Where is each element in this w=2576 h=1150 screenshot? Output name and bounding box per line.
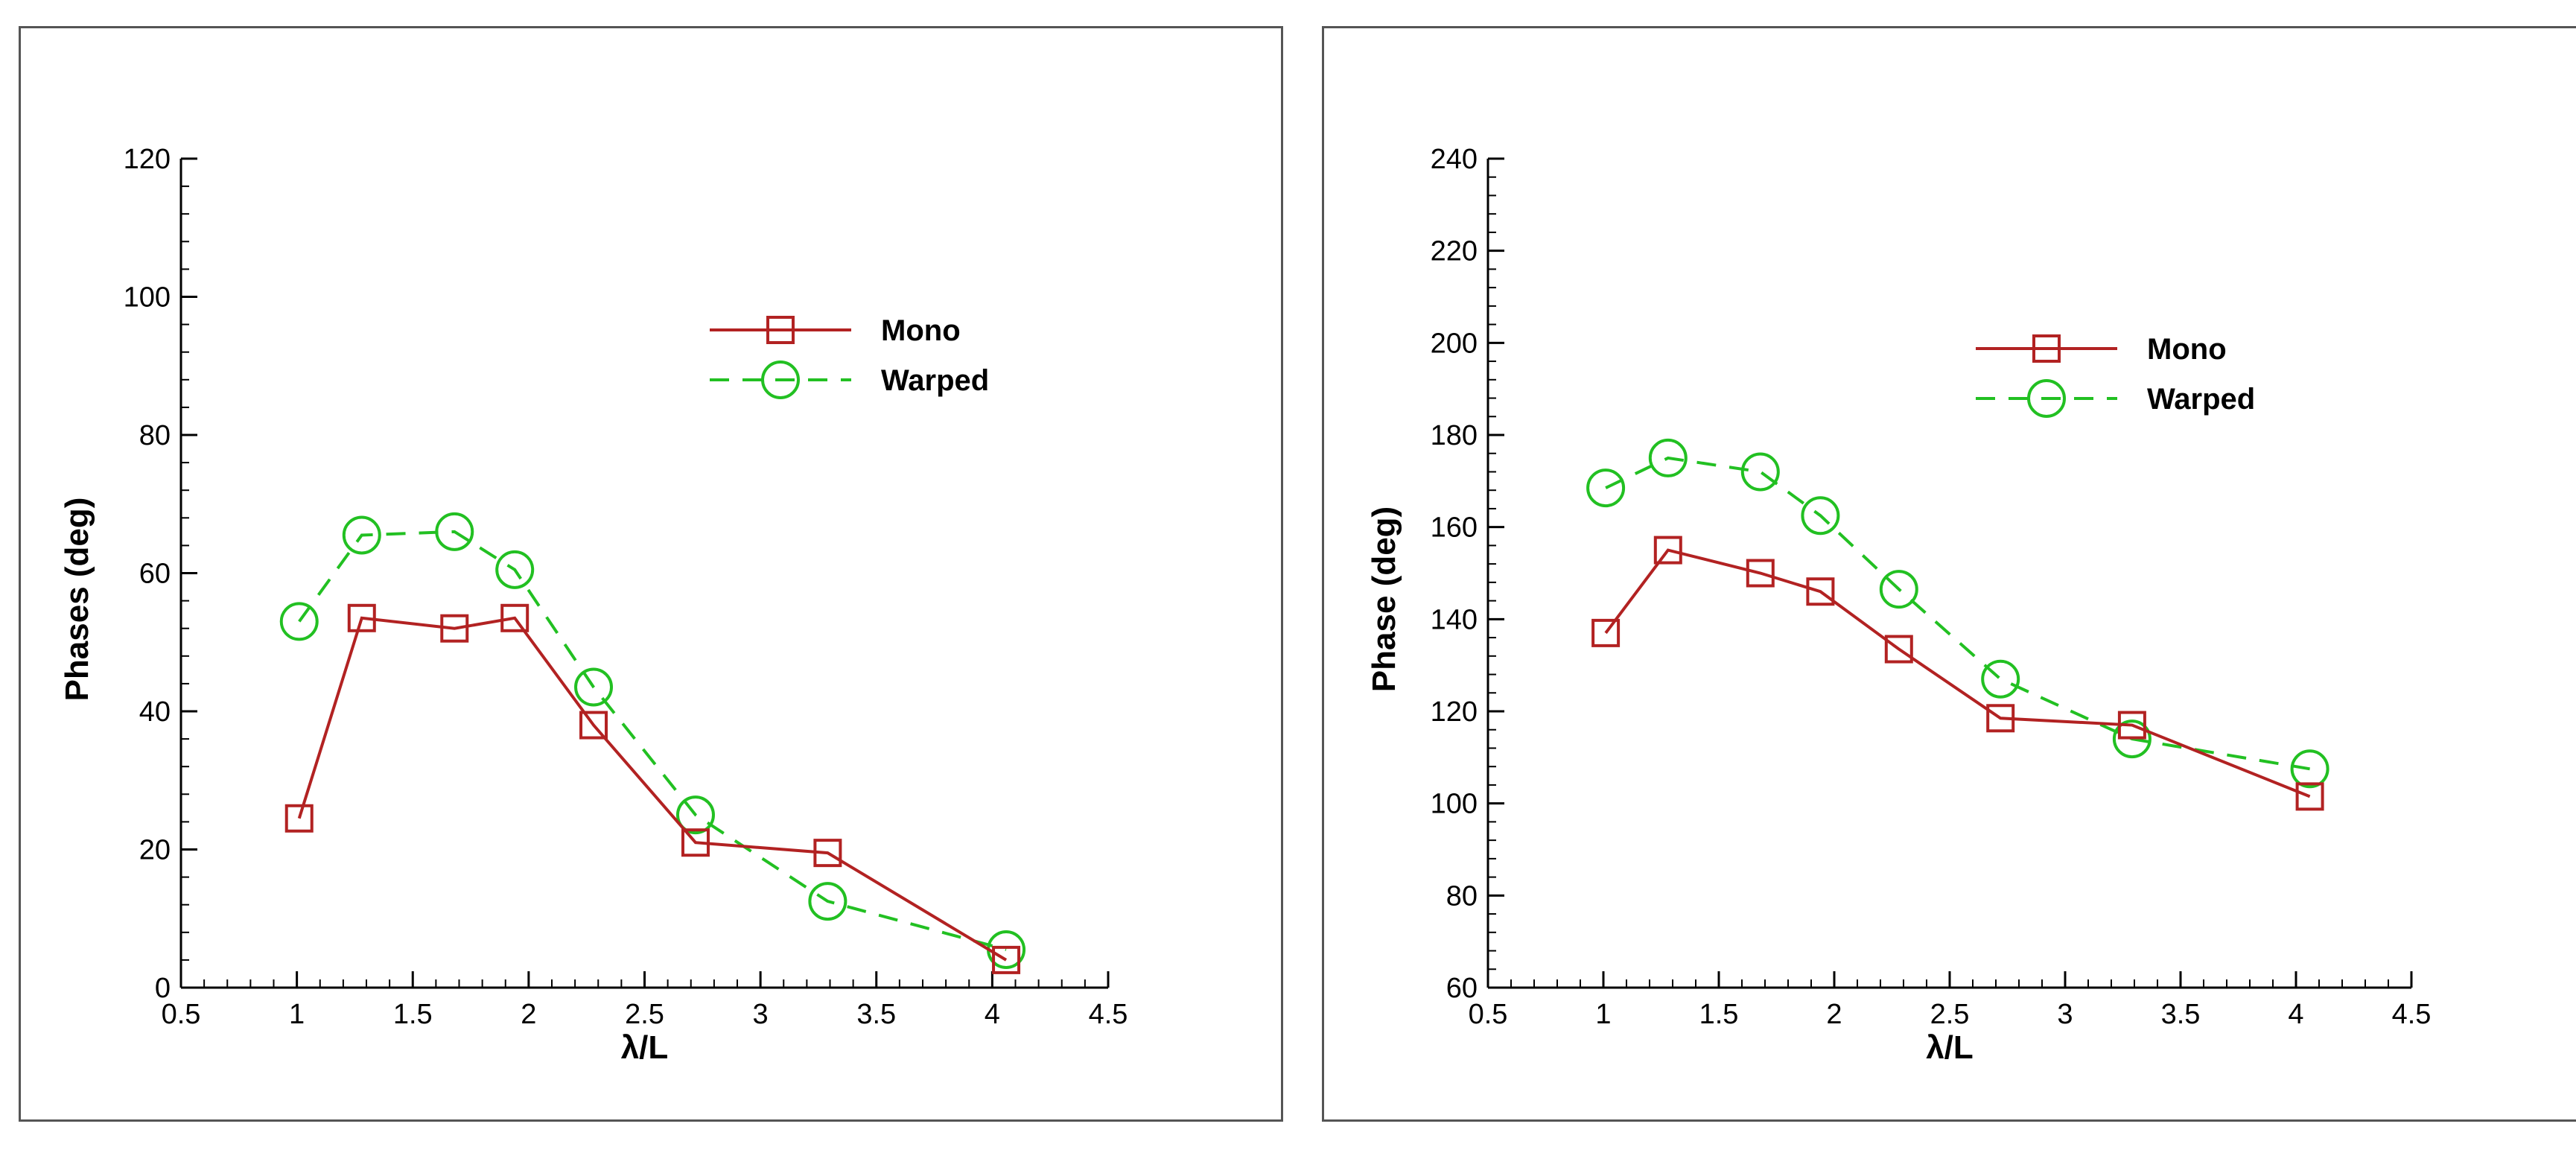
y-tick-label: 240	[1431, 144, 1478, 175]
y-axis-title: Phase (deg)	[1366, 506, 1402, 692]
y-tick-label: 40	[139, 696, 171, 728]
x-tick-label: 3	[753, 999, 769, 1030]
x-tick-label: 3.5	[2161, 999, 2201, 1030]
x-tick-label: 2	[521, 999, 536, 1030]
phase-chart: 0.5 1 1.5 2 2.5 3 3.5 4 4.5 60 80 100 120 140 160 180 20…	[1366, 144, 2432, 1066]
x-tick-label: 1.5	[393, 999, 433, 1030]
chart-panel-phases: 0.5 1 1.5 2 2.5 3 3.5 4 4.5 0 20 40 60 80 100 120 λ/L Pha…	[19, 26, 1283, 1122]
x-tick-label: 2.5	[1930, 999, 1970, 1030]
phases-chart: 0.5 1 1.5 2 2.5 3 3.5 4 4.5 0 20 40 60 80 100 120 λ/L Pha…	[59, 144, 1128, 1066]
warped-point	[1586, 468, 1626, 508]
mono-point	[347, 603, 376, 632]
y-tick-label: 120	[124, 144, 171, 175]
warped-point	[2112, 719, 2152, 759]
x-tick-label: 1	[289, 999, 305, 1030]
legend: Mono Warped	[710, 314, 989, 399]
y-tick-label: 100	[124, 282, 171, 314]
y-tick-label: 180	[1431, 420, 1478, 451]
x-tick-label: 0.5	[1469, 999, 1508, 1030]
warped-point	[279, 602, 319, 641]
series-mono	[284, 603, 1021, 974]
warped-point	[342, 515, 381, 555]
y-tick-label: 60	[1446, 973, 1478, 1004]
x-tick-label: 2	[1826, 999, 1842, 1030]
y-tick-label: 160	[1431, 512, 1478, 544]
series-warped	[279, 512, 1026, 969]
warped-line	[1605, 456, 2310, 771]
warped-point	[675, 795, 715, 835]
warped-point	[1740, 452, 1780, 492]
x-tick-label: 4.5	[2392, 999, 2432, 1030]
mono-point	[500, 603, 529, 632]
series-warped	[1586, 438, 2329, 789]
mono-line	[1604, 548, 2311, 798]
legend-label-warped: Warped	[2147, 383, 2255, 416]
y-tick-label: 140	[1431, 604, 1478, 635]
chart-panel-phase: 0.5 1 1.5 2 2.5 3 3.5 4 4.5 60 80 100 120 140 160 180 20…	[1322, 26, 2576, 1122]
warped-point	[1801, 496, 1840, 536]
mono-point	[2117, 711, 2146, 740]
mono-point	[1746, 559, 1775, 588]
warped-point	[495, 550, 535, 589]
y-tick-label: 120	[1431, 696, 1478, 728]
warped-point	[1879, 570, 1918, 609]
mono-point	[1884, 635, 1913, 664]
mono-point	[440, 614, 469, 643]
warped-point	[435, 512, 474, 551]
mono-point	[681, 828, 710, 857]
mono-point	[1653, 536, 1682, 565]
y-axis-title: Phases (deg)	[59, 498, 95, 702]
mono-point	[2295, 782, 2324, 811]
legend-marker-warped	[2027, 379, 2066, 418]
legend: Mono Warped	[1976, 333, 2255, 418]
x-tick-label: 4.5	[1089, 999, 1128, 1030]
legend-label-warped: Warped	[881, 364, 989, 397]
warped-line	[298, 530, 1007, 951]
mono-line	[297, 616, 1008, 962]
y-tick-label: 80	[1446, 880, 1478, 912]
y-tick-label: 200	[1431, 328, 1478, 359]
warped-point	[808, 882, 847, 921]
y-tick-label: 100	[1431, 789, 1478, 820]
y-tick-label: 80	[139, 420, 171, 451]
x-axis-title: λ/L	[621, 1029, 669, 1066]
x-tick-label: 3.5	[856, 999, 896, 1030]
x-tick-label: 1	[1595, 999, 1611, 1030]
warped-point	[574, 667, 614, 707]
x-tick-label: 4	[985, 999, 1000, 1030]
mono-point	[1806, 577, 1835, 606]
mono-point	[1591, 618, 1621, 647]
x-tick-label: 4	[2288, 999, 2303, 1030]
legend-marker-mono	[2032, 334, 2061, 363]
y-tick-label: 0	[155, 973, 171, 1004]
y-tick-label: 20	[139, 835, 171, 866]
mono-point	[579, 711, 608, 740]
warped-point	[1981, 659, 2020, 699]
mono-point	[1986, 704, 2015, 733]
mono-point	[284, 804, 314, 833]
mono-point	[813, 839, 842, 868]
y-tick-label: 60	[139, 559, 171, 590]
x-axis-title: λ/L	[1926, 1029, 1974, 1066]
legend-label-mono: Mono	[2147, 333, 2227, 366]
y-tick-label: 220	[1431, 236, 1478, 267]
x-tick-label: 3	[2057, 999, 2073, 1030]
x-tick-label: 0.5	[162, 999, 201, 1030]
warped-point	[1648, 438, 1688, 477]
mono-point	[992, 945, 1021, 974]
legend-marker-warped	[761, 360, 800, 399]
legend-label-mono: Mono	[881, 314, 961, 347]
series-mono	[1591, 536, 2324, 811]
x-tick-label: 2.5	[625, 999, 664, 1030]
warped-point	[2290, 749, 2329, 789]
x-tick-label: 1.5	[1699, 999, 1739, 1030]
legend-marker-mono	[766, 316, 795, 344]
